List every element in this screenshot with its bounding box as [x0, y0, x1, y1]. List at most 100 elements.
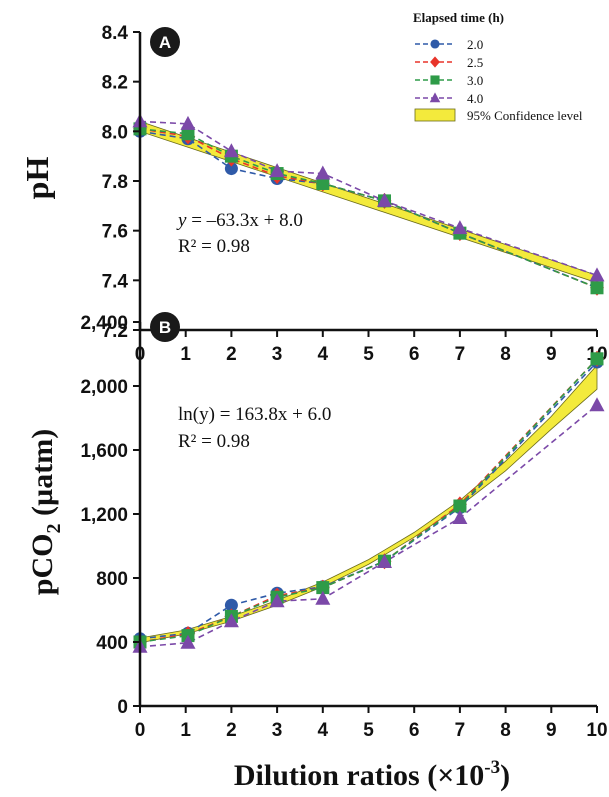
y-tick-label-b: 1,200	[80, 505, 128, 526]
series-line-a-4-0	[139, 120, 598, 277]
x-tick-label-a: 9	[546, 344, 557, 365]
legend-label-3-0: 3.0	[467, 73, 483, 88]
data-point-b-4-0-1	[180, 634, 196, 649]
y-tick-label-b: 2,000	[80, 377, 128, 398]
data-point-a-4-0-7	[589, 267, 605, 282]
legend-label-2-0: 2.0	[467, 37, 483, 52]
data-point-a-4-0-4	[315, 165, 331, 180]
data-point-b-3-0-7	[590, 352, 604, 366]
data-point-b-4-0-2	[223, 613, 239, 628]
legend-title: Elapsed time (h)	[413, 10, 504, 25]
y-tick-label-b: 2,400	[80, 313, 128, 334]
data-point-b-2-0-2	[224, 598, 238, 612]
x-tick-label-b: 8	[500, 720, 511, 741]
data-point-b-4-0-5	[376, 554, 392, 568]
equation-b-rhs: = 163.8x + 6.0	[215, 404, 331, 425]
y-tick-label-a: 8.4	[102, 23, 129, 44]
y-axis-title-b-sub: 2	[43, 524, 65, 534]
x-tick-label-b: 9	[546, 720, 557, 741]
panel-a-badge: A	[150, 27, 180, 57]
series-line-a-2-0	[139, 130, 598, 289]
legend-label-2-5: 2.5	[467, 55, 483, 70]
data-point-b-4-0-6	[452, 510, 468, 524]
y-axis-title-b-main: pCO	[26, 534, 59, 596]
y-tick-label-a: 7.8	[102, 172, 128, 193]
panel-b-chart: 0 400 800 1,200 1,600 2,000 2,400 0 1 2 3 4 5 6 7 8 9 10 …	[26, 312, 608, 741]
data-point-a-3-0-4	[316, 176, 330, 190]
series-line-b-2-0	[139, 361, 598, 640]
data-point-a-3-0-7	[590, 281, 604, 295]
legend-marker-3-0	[430, 75, 440, 85]
confidence-band-a	[139, 120, 598, 284]
data-point-b-4-0-4	[315, 590, 331, 605]
equation-a-rhs: = –63.3x + 8.0	[186, 210, 302, 231]
y-tick-label-b: 1,600	[80, 441, 128, 462]
data-point-b-3-0-4	[316, 581, 330, 595]
x-tick-label-b: 7	[455, 720, 466, 741]
y-axis-title-b-unit: (µatm)	[26, 429, 59, 524]
panel-b-label: B	[159, 318, 171, 337]
legend-marker-2-0	[430, 39, 440, 49]
y-axis-title-b: pCO2 (µatm)	[26, 429, 65, 595]
legend-marker-2-5	[430, 56, 440, 68]
x-axis-title-close: )	[500, 759, 510, 792]
data-point-a-4-0-1	[180, 115, 196, 130]
x-tick-label-a: 8	[500, 344, 511, 365]
x-tick-label-b: 3	[272, 720, 283, 741]
x-tick-label-a: 5	[363, 344, 374, 365]
x-tick-label-a: 2	[226, 344, 237, 365]
axes-b: 0 400 800 1,200 1,600 2,000 2,400 0 1 2 3 4 5 6 7 8 9 10	[80, 313, 607, 741]
y-tick-label-b: 0	[117, 697, 128, 718]
y-tick-label-b: 400	[96, 633, 128, 654]
series-lines-b	[132, 350, 605, 653]
panel-a-chart: 7.27.47.67.88.08.28.4012345678910 A y = …	[19, 23, 608, 365]
x-tick-label-a: 4	[318, 344, 329, 365]
y-tick-label-a: 7.2	[102, 321, 128, 342]
x-tick-label-a: 7	[455, 344, 466, 365]
data-point-b-4-0-7	[589, 397, 605, 412]
y-tick-label-a: 7.4	[102, 271, 129, 292]
y-tick-label-a: 7.6	[102, 222, 128, 243]
series-line-a-3-0	[139, 128, 598, 289]
legend-swatch-confidence	[414, 108, 456, 122]
data-point-a-4-0-5	[376, 192, 392, 207]
x-tick-label-a: 6	[409, 344, 420, 365]
data-point-a-4-0-3	[269, 163, 285, 178]
data-point-b-3-0-6	[453, 499, 467, 513]
y-tick-label-b: 800	[96, 569, 128, 590]
r2-a: R² = 0.98	[178, 236, 250, 257]
x-tick-label-b: 1	[180, 720, 191, 741]
panel-a-label: A	[159, 33, 171, 52]
equation-b: ln(y) = 163.8x + 6.0	[178, 404, 331, 425]
x-tick-label-a: 3	[272, 344, 283, 365]
x-axis-title-exp: -3	[484, 757, 500, 778]
confidence-band-area-b	[139, 364, 598, 644]
legend-label-4-0: 4.0	[467, 91, 483, 106]
x-tick-label-b: 10	[586, 720, 607, 741]
legend-marker-4-0	[429, 92, 441, 103]
x-tick-label-b: 5	[363, 720, 374, 741]
y-tick-label-a: 8.0	[102, 122, 128, 143]
series-line-b-3-0	[139, 358, 598, 643]
x-tick-label-b: 2	[226, 720, 237, 741]
equation-b-lhs: ln(y)	[178, 404, 215, 425]
series-lines-a	[132, 113, 605, 296]
x-axis-title: Dilution ratios (×10-3)	[234, 757, 510, 792]
data-point-b-4-0-3	[269, 593, 285, 608]
x-tick-label-b: 6	[409, 720, 420, 741]
legend-label-confidence: 95% Confidence level	[467, 108, 583, 123]
data-point-a-2-0-2	[224, 162, 238, 176]
equation-a: y = –63.3x + 8.0	[176, 210, 303, 231]
data-point-a-4-0-6	[452, 220, 468, 235]
data-point-a-3-0-1	[181, 127, 195, 141]
r2-b: R² = 0.98	[178, 431, 250, 452]
equation-a-lhs: y	[176, 210, 187, 231]
confidence-band-area-a	[139, 120, 598, 284]
x-tick-label-a: 1	[180, 344, 191, 365]
legend: Elapsed time (h) 2.0 2.5 3.0 4.0 95% Confide…	[413, 10, 583, 123]
y-tick-label-a: 8.2	[102, 73, 128, 94]
x-axis-title-main: Dilution ratios (×10	[234, 759, 484, 792]
series-line-b-2-5	[139, 358, 598, 643]
confidence-band-b	[139, 364, 598, 644]
